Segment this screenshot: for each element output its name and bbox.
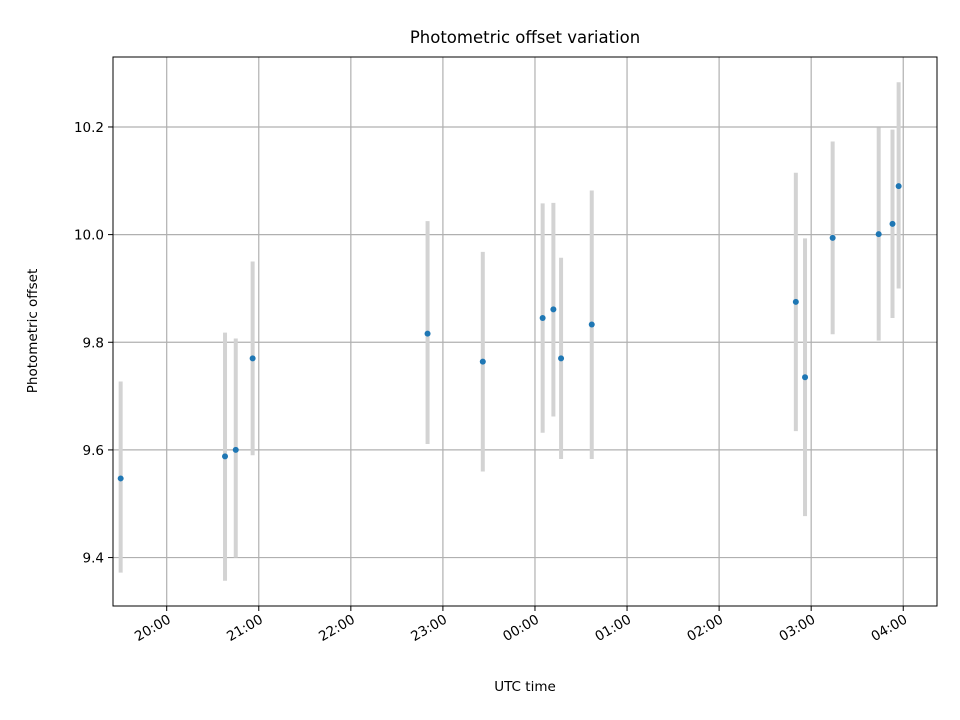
- chart-title: Photometric offset variation: [410, 28, 640, 47]
- data-point: [222, 453, 229, 460]
- data-point: [232, 446, 239, 453]
- y-tick-label: 10.2: [74, 120, 104, 136]
- y-axis-label: Photometric offset: [25, 269, 41, 393]
- data-point: [829, 234, 836, 241]
- y-tick-label: 10.0: [74, 228, 104, 244]
- y-tick-label: 9.6: [83, 443, 104, 459]
- y-tick-label: 9.4: [83, 551, 104, 567]
- data-point: [424, 330, 431, 337]
- data-points: [117, 183, 902, 482]
- grid: [113, 57, 937, 606]
- data-point: [588, 321, 595, 328]
- data-point: [875, 231, 882, 238]
- data-point: [889, 220, 896, 227]
- plot-frame: [112, 56, 938, 607]
- data-point: [249, 355, 256, 362]
- data-point: [895, 183, 902, 190]
- data-point: [479, 358, 486, 365]
- data-point: [802, 374, 809, 381]
- x-axis-label: UTC time: [494, 679, 556, 695]
- data-point: [117, 475, 124, 482]
- data-point: [558, 355, 565, 362]
- data-point: [550, 306, 557, 313]
- data-point: [792, 298, 799, 305]
- y-tick-label: 9.8: [83, 335, 104, 351]
- y-axis-ticks: 9.4 9.6 9.8 10.0 10.2: [74, 120, 113, 567]
- data-point: [539, 315, 546, 322]
